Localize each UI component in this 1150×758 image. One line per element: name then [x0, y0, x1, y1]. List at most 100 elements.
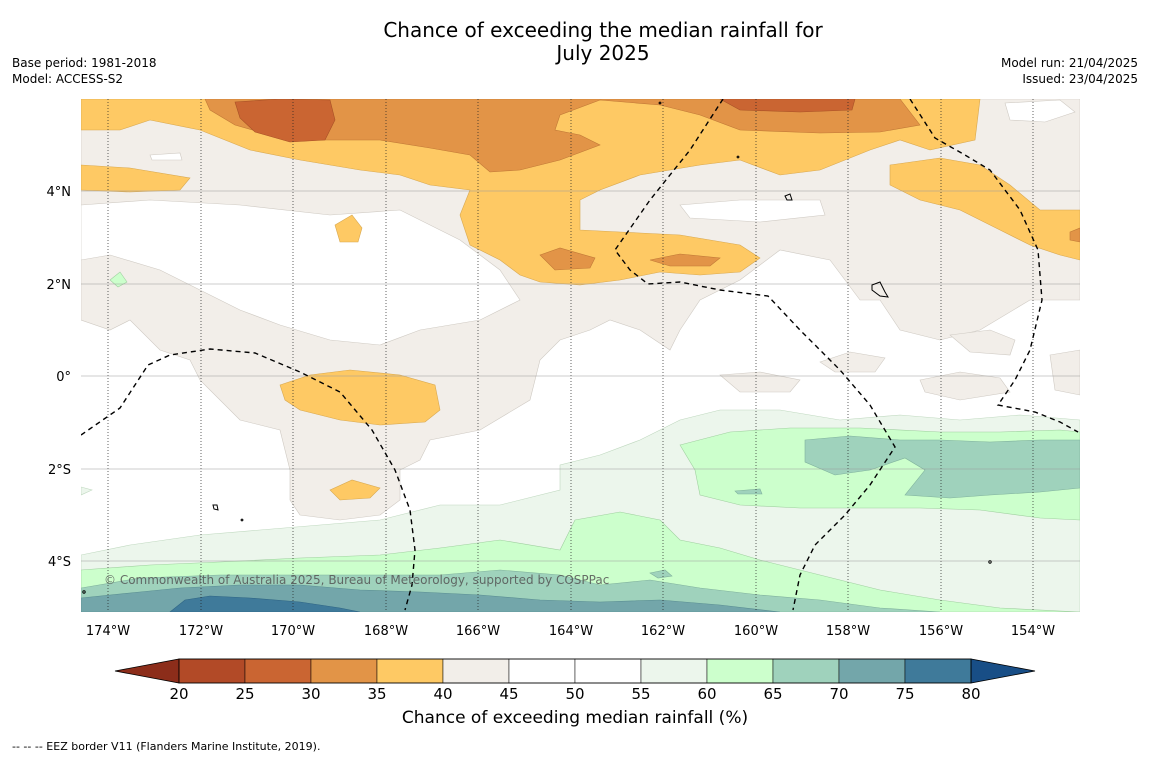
region-35-40-south: [329, 479, 381, 501]
colorbar-box: [178, 658, 246, 684]
colorbar-tick-label: 65: [763, 685, 782, 703]
island-3: [212, 504, 219, 511]
region-40-45-patch-5: [1049, 349, 1080, 396]
lat-tick-label: 2°N: [47, 278, 72, 293]
region-45-55-hole-1: [81, 199, 521, 346]
island-4: [240, 518, 244, 522]
colorbar-tick-label: 30: [301, 685, 320, 703]
colorbar-tick-label: 45: [499, 685, 518, 703]
region-30-35-patch-1: [539, 247, 596, 271]
colorbar-frame: [178, 658, 972, 684]
colorbar-box: [310, 658, 378, 684]
lon-tick-labels: 174°W 172°W 170°W 168°W 166°W 164°W 162°…: [86, 624, 1055, 639]
colorbar-tick-label: 35: [367, 685, 386, 703]
lon-tick-label: 164°W: [549, 624, 593, 639]
colorbar-box: [244, 658, 312, 684]
islands: [82, 101, 992, 594]
colorbar-box: [772, 658, 840, 684]
colorbar-over-arrow: [970, 658, 1036, 684]
colorbar-tick-label: 60: [697, 685, 716, 703]
colorbar-box: [442, 658, 510, 684]
lon-tick-label: 166°W: [456, 624, 500, 639]
colorbar-box: [508, 658, 576, 684]
region-35-40-central: [279, 369, 441, 426]
colorbar-box: [838, 658, 906, 684]
map-title: Chance of exceeding the median rainfall …: [0, 19, 1150, 65]
region-45-55-hole-4: [149, 152, 183, 161]
colorbar-box: [706, 658, 774, 684]
lon-tick-label: 162°W: [641, 624, 685, 639]
lon-tick-label: 170°W: [271, 624, 315, 639]
eez-borders: [81, 99, 1079, 611]
region-25-30-west: [234, 99, 336, 143]
lat-tick-labels: 4°N 2°N 0° 2°S 4°S: [47, 185, 72, 570]
lon-tick-label: 158°W: [826, 624, 870, 639]
eez-footnote: -- -- -- EEZ border V11 (Flanders Marine…: [12, 740, 321, 753]
colorbar-tick-label: 80: [961, 685, 980, 703]
colorbar-box: [574, 658, 642, 684]
parallels: [81, 190, 1080, 562]
meta-left: Base period: 1981-2018 Model: ACCESS-S2: [12, 55, 157, 87]
region-45-55-hole-3: [1004, 99, 1076, 123]
region-30-35-patch-3: [1069, 227, 1080, 243]
title-line-2: July 2025: [556, 41, 650, 65]
model-name: Model: ACCESS-S2: [12, 72, 124, 86]
region-45-55-hole-2: [679, 199, 826, 223]
colorbar-box: [904, 658, 972, 684]
region-65-70-small-1: [649, 569, 673, 579]
lat-tick-label: 4°N: [47, 185, 72, 200]
colorbar-ticks: 20 25 30 35 40 45 50 55 60 65 70 75 80: [169, 685, 980, 703]
island-6: [658, 101, 662, 105]
lon-tick-label: 172°W: [179, 624, 223, 639]
lon-tick-label: 168°W: [364, 624, 408, 639]
colorbar-box: [640, 658, 708, 684]
lon-tick-label: 160°W: [734, 624, 778, 639]
region-65-70-small-2: [734, 488, 763, 495]
colorbar-label: Chance of exceeding median rainfall (%): [401, 708, 749, 728]
island-1: [784, 193, 793, 201]
region-60-65-small: [109, 271, 128, 288]
region-35-40-small: [334, 214, 363, 243]
region-75-80: [169, 595, 361, 612]
map-plot-area: © Commonwealth of Australia 2025, Bureau…: [81, 99, 1080, 612]
lat-tick-label: 2°S: [48, 463, 71, 478]
island-5: [736, 155, 740, 159]
island-7: [988, 560, 992, 564]
region-35-40-east: [889, 157, 1080, 261]
colorbar-tick-label: 40: [433, 685, 452, 703]
eez-border-west: [81, 348, 416, 611]
colorbar-tick-label: 20: [169, 685, 188, 703]
colorbar-tick-label: 75: [895, 685, 914, 703]
region-25-30-east: [719, 99, 856, 113]
colorbar-under-arrow: [114, 658, 180, 684]
model-run: Model run: 21/04/2025: [1000, 56, 1138, 70]
title-line-1: Chance of exceeding the median rainfall …: [383, 18, 823, 42]
colorbar-tick-label: 70: [829, 685, 848, 703]
lat-tick-label: 4°S: [48, 555, 71, 570]
region-55-60-west: [81, 486, 93, 496]
copyright-notice: © Commonwealth of Australia 2025, Bureau…: [104, 573, 609, 587]
colorbar-tick-label: 50: [565, 685, 584, 703]
colorbar-box: [376, 658, 444, 684]
lat-tick-label: 0°: [56, 370, 71, 385]
lon-tick-label: 156°W: [919, 624, 963, 639]
lon-tick-label: 154°W: [1011, 624, 1055, 639]
issued-date: Issued: 23/04/2025: [1022, 72, 1138, 86]
region-35-40-north: [81, 99, 981, 286]
meta-right: Model run: 21/04/2025 Issued: 23/04/2025: [1001, 55, 1138, 87]
region-30-35-patch-2: [649, 253, 721, 267]
eez-border-central: [614, 99, 896, 611]
region-40-45-patch-2: [919, 371, 1011, 401]
region-65-70-east: [804, 435, 1080, 499]
island-8: [82, 590, 86, 594]
eez-border-east: [909, 99, 1079, 433]
base-period: Base period: 1981-2018: [12, 56, 157, 70]
colorbar-boxes: [178, 658, 972, 684]
colorbar-tick-label: 25: [235, 685, 254, 703]
island-2: [871, 281, 889, 298]
colorbar: 20 25 30 35 40 45 50 55 60 65 70 75 80: [114, 658, 1036, 703]
region-40-45-patch-3: [949, 329, 1016, 356]
colorbar-tick-label: 55: [631, 685, 650, 703]
region-40-45-patch-1: [719, 371, 801, 393]
